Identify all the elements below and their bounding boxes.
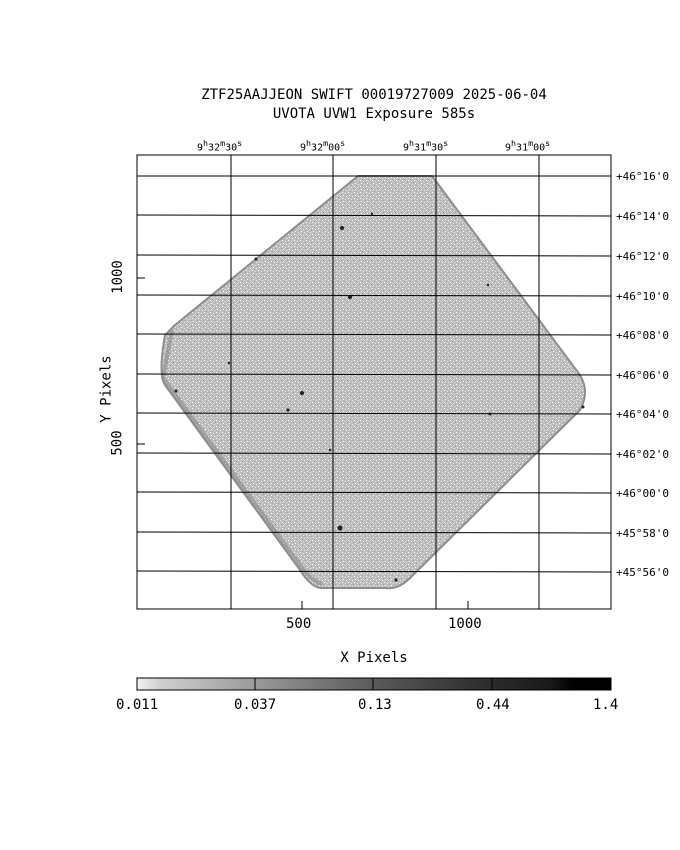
colorbar-tick-label: 0.44 (476, 697, 510, 713)
colorbar-tick-label: 0.037 (234, 697, 277, 713)
y-tick-label: 500 (109, 430, 126, 456)
colorbar-tick-label: 1.4 (593, 697, 619, 713)
exposure-footprint (160, 175, 586, 590)
plot-frame (136, 154, 612, 610)
colorbar-tick-label: 0.011 (116, 697, 159, 713)
dec-tick-label: +45°58'0 (616, 527, 669, 540)
dec-tick-label: +45°56'0 (616, 566, 669, 579)
plot-subtitle: UVOTA UVW1 Exposure 585s (272, 106, 476, 122)
dec-tick-label: +46°00'0 (616, 487, 669, 500)
dec-tick-label: +46°16'0 (616, 170, 669, 183)
dec-tick-label: +46°02'0 (616, 448, 669, 461)
dec-tick-label: +46°14'0 (616, 210, 669, 223)
dec-tick-label: +46°12'0 (616, 250, 669, 263)
dec-tick-label: +46°10'0 (616, 290, 669, 303)
coordinate-grid (136, 155, 612, 609)
x-tick-label: 1000 (448, 616, 482, 632)
ra-tick-label: 9h31m30s (403, 138, 449, 154)
x-axis-label: X Pixels (340, 650, 408, 666)
ra-tick-label: 9h32m30s (197, 138, 243, 154)
dec-tick-label: +46°08'0 (616, 329, 669, 342)
ra-tick-label: 9h32m00s (300, 138, 346, 154)
dec-tick-label: +46°06'0 (616, 369, 669, 382)
dec-tick-label: +46°04'0 (616, 408, 669, 421)
ra-tick-label: 9h31m00s (505, 138, 551, 154)
x-tick-label: 500 (286, 616, 312, 632)
colorbar (136, 677, 612, 691)
plot-title: ZTF25AAJJEON SWIFT 00019727009 2025-06-0… (201, 87, 547, 103)
y-tick-label: 1000 (109, 260, 126, 294)
colorbar-tick-label: 0.13 (358, 697, 392, 713)
